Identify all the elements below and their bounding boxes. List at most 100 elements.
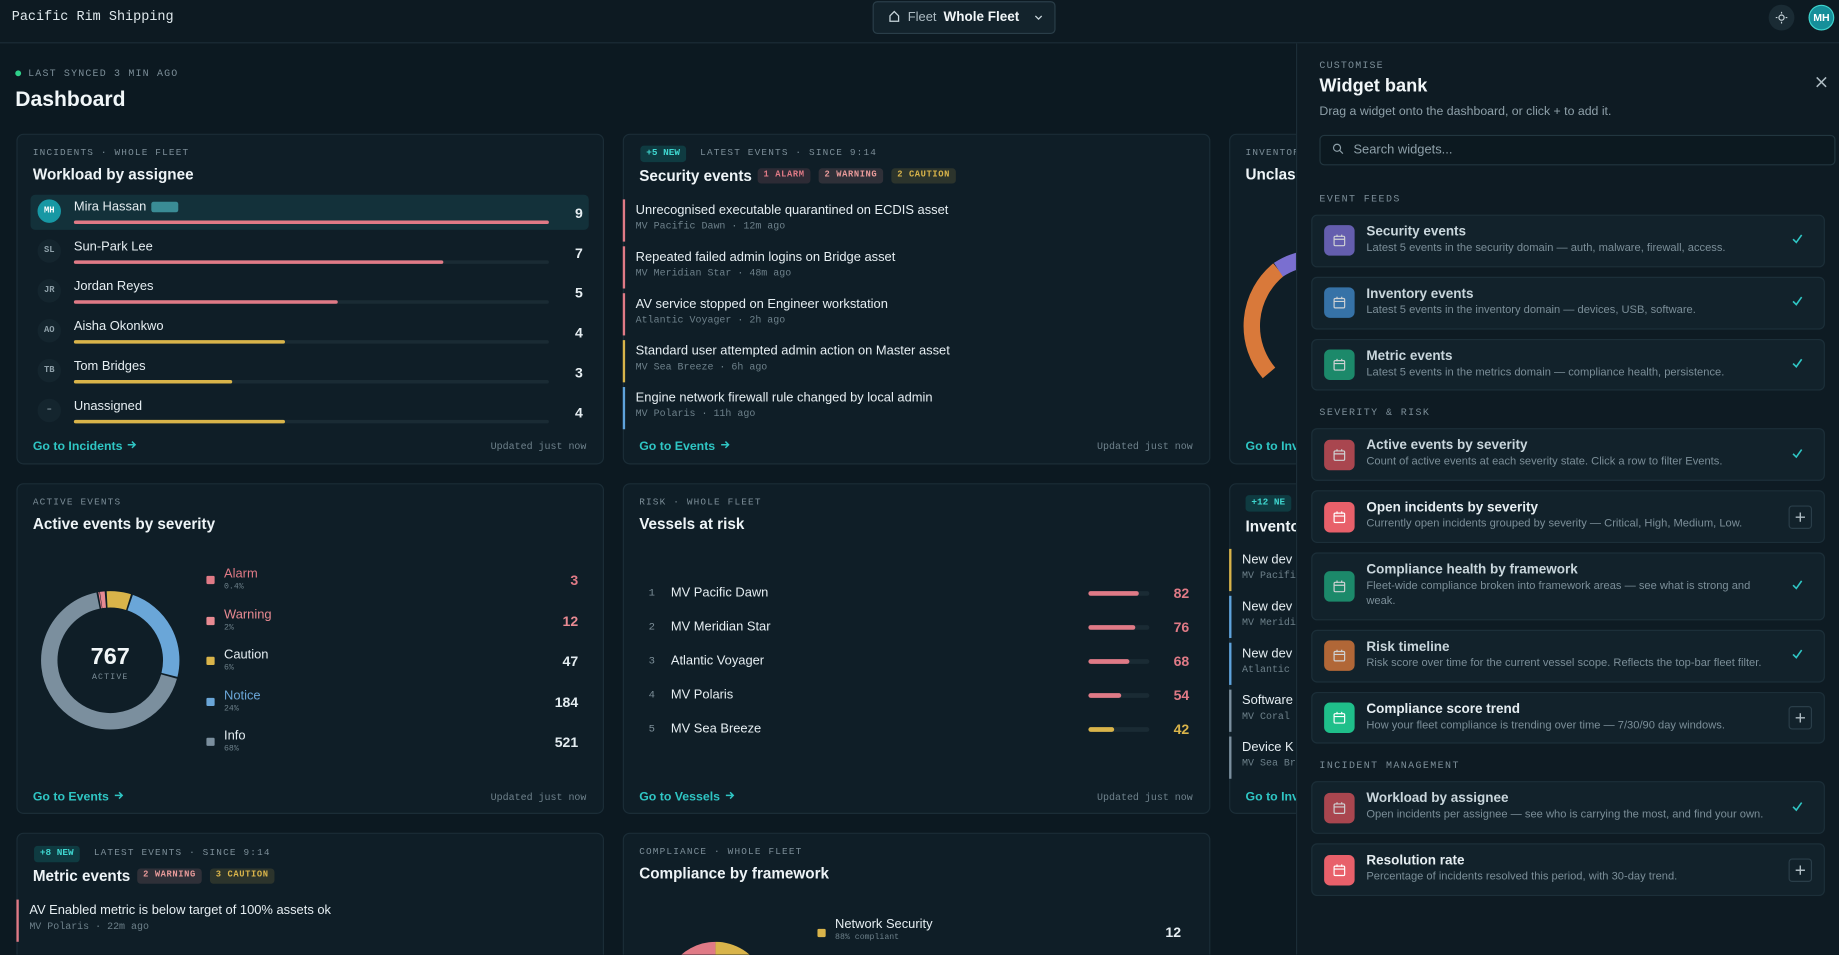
widget-description: Latest 5 events in the metrics domain — … xyxy=(1366,365,1725,379)
assignee-avatar: JR xyxy=(37,279,61,303)
widget-item[interactable]: Risk timeline Risk score over time for th… xyxy=(1311,629,1825,683)
event-row[interactable] xyxy=(16,899,605,942)
added-check xyxy=(1791,797,1812,818)
event-row[interactable] xyxy=(1229,689,1372,732)
event-row[interactable] xyxy=(1229,595,1372,639)
rank: 2 xyxy=(648,621,655,633)
score: 68 xyxy=(1173,653,1190,670)
widget-name: Compliance score trend xyxy=(1366,701,1521,717)
card xyxy=(622,133,1211,465)
add-button[interactable] xyxy=(1788,505,1813,529)
widget-item[interactable]: Metric events Latest 5 events in the metr… xyxy=(1311,338,1825,392)
close-button[interactable] xyxy=(1816,73,1828,94)
bar xyxy=(1088,727,1114,732)
section-title: INCIDENT MANAGEMENT xyxy=(1319,760,1460,773)
event-row[interactable] xyxy=(622,340,1212,383)
event-meta: MV Sea Breeze · 6h ago xyxy=(635,361,768,373)
tag: 2 WARNING xyxy=(818,168,884,184)
link-arrow xyxy=(720,439,731,454)
event-row[interactable] xyxy=(622,293,1212,336)
eyebrow: RISK · WHOLE FLEET xyxy=(639,497,762,509)
event-row[interactable] xyxy=(622,199,1212,242)
link-text: Go to Vessels xyxy=(639,790,720,805)
legend-share: 6% xyxy=(224,663,234,673)
vessel-name[interactable]: Atlantic Voyager xyxy=(670,653,765,668)
bar-track xyxy=(73,419,549,424)
eyebrow: LATEST EVENTS · SINCE 9:14 xyxy=(93,848,271,859)
fleet-picker[interactable]: Fleet Whole Fleet xyxy=(872,1,1056,35)
event-meta: MV Pacifi xyxy=(1242,569,1296,582)
added-check xyxy=(1791,645,1812,666)
score: 76 xyxy=(1173,619,1190,636)
widget-text: Open incidents by severity Currently open… xyxy=(1366,501,1776,532)
legend-label[interactable]: Warning xyxy=(224,607,272,622)
widget-icon xyxy=(1324,439,1355,471)
event-row[interactable] xyxy=(622,387,1212,430)
vessel-name[interactable]: MV Sea Breeze xyxy=(670,721,762,736)
legend-share: 24% xyxy=(224,704,239,714)
widget-item[interactable]: Security events Latest 5 events in the se… xyxy=(1311,214,1825,268)
assignee-name: Aisha Okonkwo xyxy=(73,319,164,334)
assignee-name: Mira Hassan xyxy=(73,199,147,214)
eyebrow: INVENTOR xyxy=(1245,148,1300,159)
event-title: Unrecognised executable quarantined on E… xyxy=(635,203,949,218)
widget-item[interactable]: Open incidents by severity Currently open… xyxy=(1311,490,1825,544)
event-title: Device K xyxy=(1242,740,1294,755)
count: 5 xyxy=(575,284,583,302)
new-badge: +5 NEW xyxy=(640,145,686,162)
event-row[interactable] xyxy=(1229,548,1372,592)
link[interactable]: Go to Vessels xyxy=(639,790,735,805)
widget-text: Metric events Latest 5 events in the metr… xyxy=(1366,349,1779,380)
legend-share: 0.4% xyxy=(224,582,244,593)
add-button[interactable] xyxy=(1788,705,1813,730)
legend-label[interactable]: Notice xyxy=(224,688,261,703)
legend-label[interactable]: Alarm xyxy=(224,566,258,582)
widget-item[interactable]: Compliance health by framework Fleet-wide… xyxy=(1311,552,1825,621)
event-row[interactable] xyxy=(1229,642,1372,685)
legend-value: 12 xyxy=(562,612,579,629)
legend-share: 68% xyxy=(224,744,239,754)
rank: 1 xyxy=(648,587,655,599)
link[interactable]: Go to Events xyxy=(639,439,730,454)
legend-label[interactable]: Caution xyxy=(224,647,269,662)
fleet-value: Whole Fleet xyxy=(943,10,1020,25)
assignee-avatar: SL xyxy=(37,239,61,263)
widget-name: Open incidents by severity xyxy=(1366,501,1539,516)
event-meta: MV Polaris · 22m ago xyxy=(29,920,149,933)
widget-name: Compliance health by framework xyxy=(1366,563,1578,578)
vessel-name[interactable]: MV Polaris xyxy=(670,687,734,702)
widget-item[interactable]: Inventory events Latest 5 events in the i… xyxy=(1311,276,1825,330)
widget-item[interactable]: Active events by severity Count of active… xyxy=(1311,428,1825,482)
tag: 1 ALARM xyxy=(757,168,811,184)
bar xyxy=(1088,625,1135,630)
widget-icon xyxy=(1324,640,1355,671)
card-title: Vessels at risk xyxy=(639,515,745,533)
add-button[interactable] xyxy=(1788,857,1813,882)
avatar[interactable]: MH xyxy=(1808,4,1835,31)
vessel-name[interactable]: MV Pacific Dawn xyxy=(670,585,769,600)
legend-label[interactable]: Info xyxy=(224,728,246,743)
event-title: AV Enabled metric is below target of 100… xyxy=(29,903,331,918)
event-title: AV service stopped on Engineer workstati… xyxy=(635,297,888,312)
home-icon xyxy=(888,7,901,28)
widget-description: Risk score over time for the current ves… xyxy=(1366,656,1762,670)
card xyxy=(16,832,605,955)
link[interactable]: Go to Events xyxy=(33,790,124,805)
legend-swatch xyxy=(206,737,215,746)
theme-toggle[interactable] xyxy=(1768,4,1795,31)
widget-item[interactable]: Workload by assignee Open incidents per a… xyxy=(1311,781,1825,835)
widget-name: Workload by assignee xyxy=(1366,792,1509,807)
arrow-icon xyxy=(725,791,735,800)
widget-item[interactable]: Resolution rate Percentage of incidents r… xyxy=(1311,843,1825,896)
event-row[interactable] xyxy=(622,246,1212,289)
link-text: Go to Inv xyxy=(1245,439,1299,454)
vessel-name[interactable]: MV Meridian Star xyxy=(670,619,771,634)
link[interactable]: Go to Incidents xyxy=(33,439,138,454)
bar-track xyxy=(73,379,549,384)
event-row[interactable] xyxy=(1229,736,1372,779)
search-box[interactable]: Search widgets... xyxy=(1319,134,1836,166)
widget-text: Security events Latest 5 events in the se… xyxy=(1366,225,1779,256)
added-check xyxy=(1791,576,1812,597)
widget-item[interactable]: Compliance score trend How your fleet com… xyxy=(1311,691,1825,744)
